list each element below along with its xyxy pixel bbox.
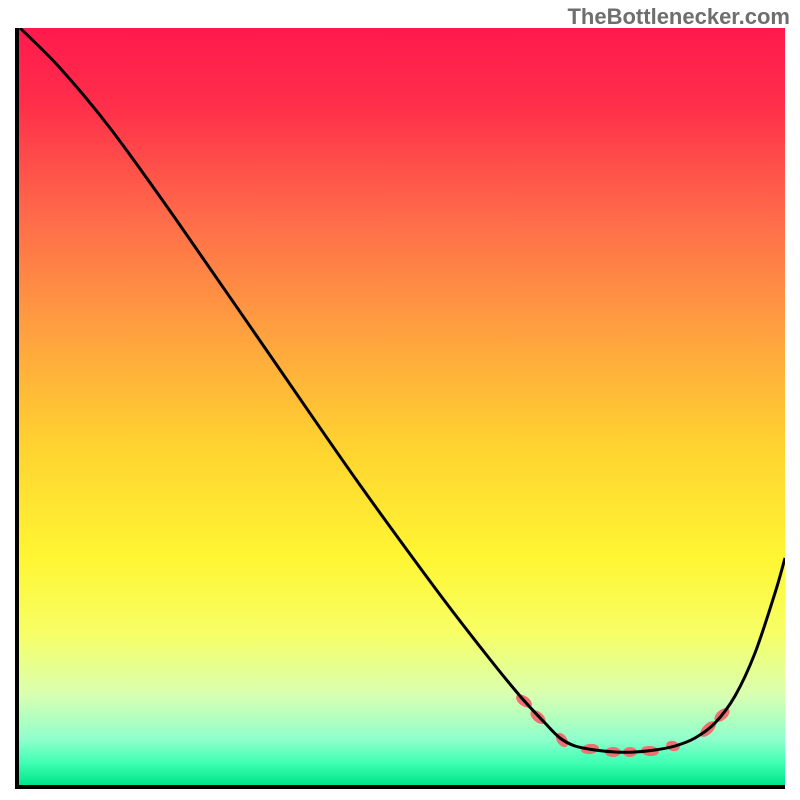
bottleneck-curve <box>15 28 785 785</box>
x-axis <box>15 785 785 789</box>
chart-container: TheBottlenecker.com <box>0 0 800 800</box>
plot-area <box>15 28 785 785</box>
y-axis <box>15 28 19 785</box>
watermark-text: TheBottlenecker.com <box>567 4 790 30</box>
curve-line <box>20 28 785 752</box>
